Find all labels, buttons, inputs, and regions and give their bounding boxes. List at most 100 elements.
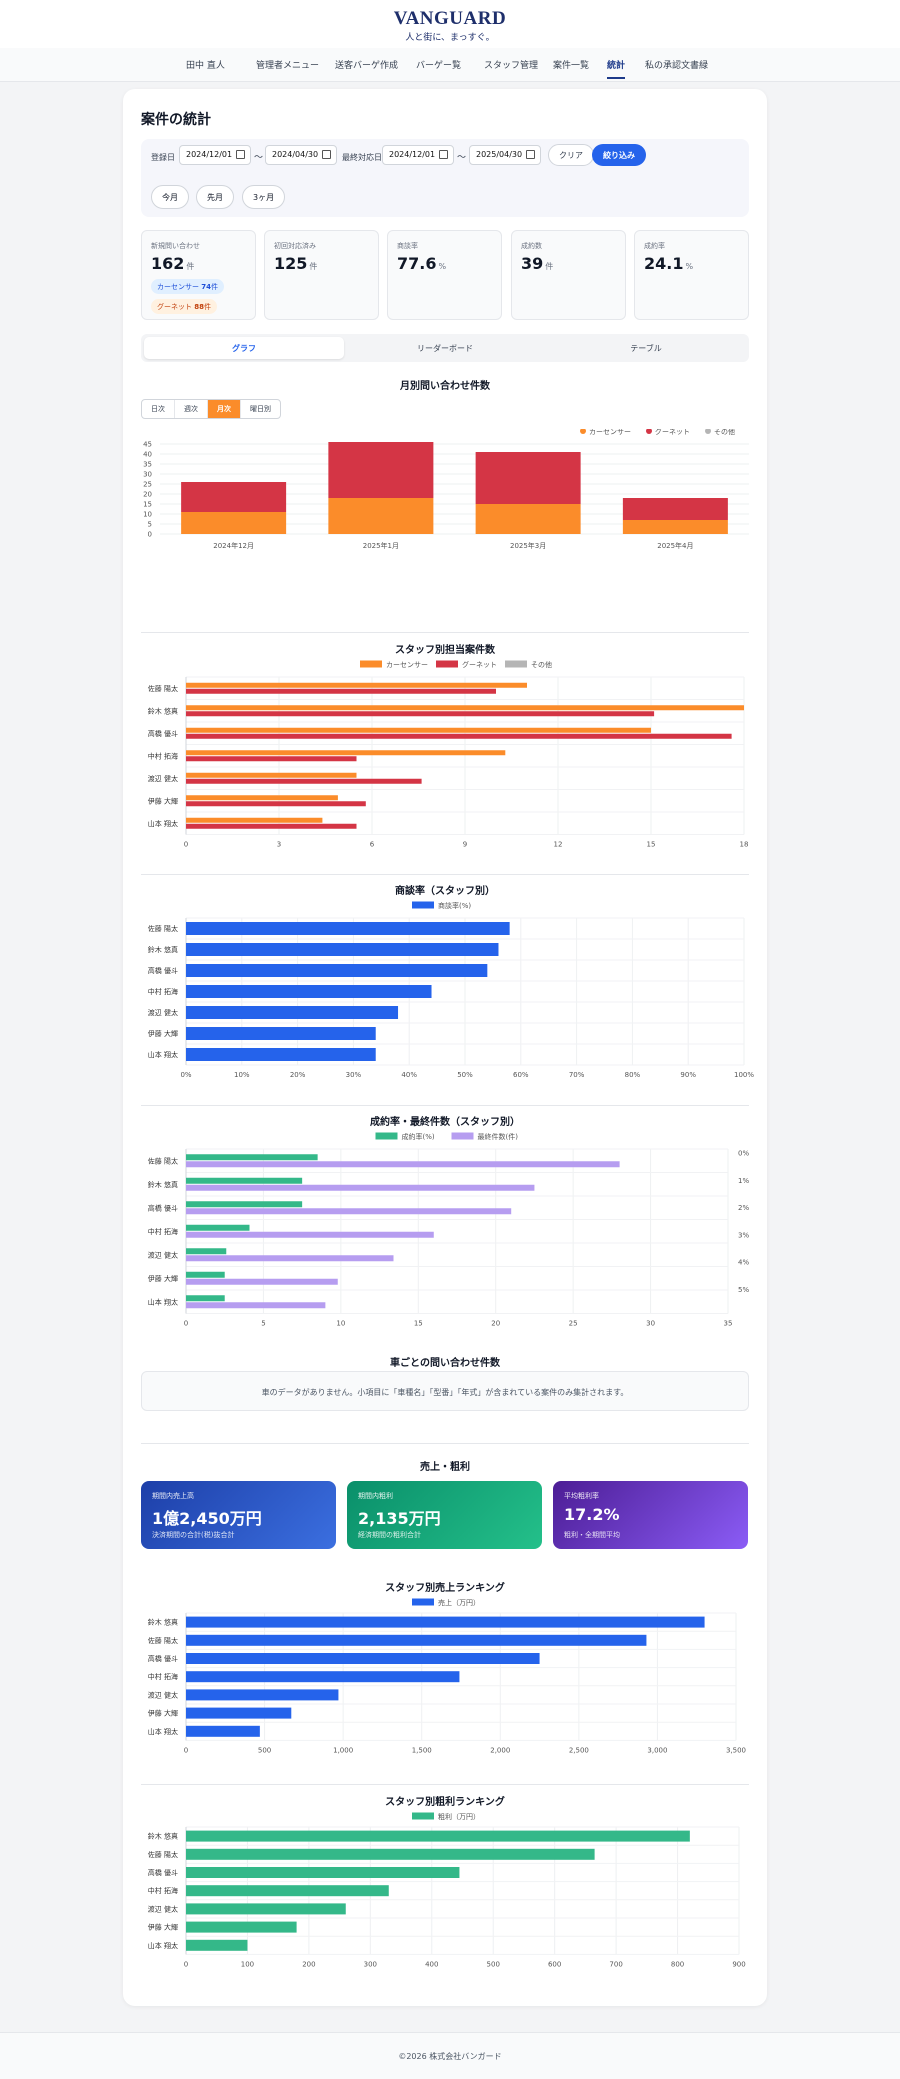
kpi-unit: 件 xyxy=(545,262,554,271)
nav-item-staff[interactable]: スタッフ管理 xyxy=(484,61,539,71)
nav-item-cases[interactable]: 案件一覧 xyxy=(553,61,590,71)
source-badge-goonet: グーネット 88件 xyxy=(151,299,217,314)
nav-item-stats[interactable]: 統計 xyxy=(607,58,626,79)
brand-name: VANGUARD xyxy=(393,8,507,29)
y-tick-label: 中村 拓海 xyxy=(148,987,178,996)
bar xyxy=(186,1903,346,1915)
monthly-inquiries-chart: カーセンサー グーネット その他 0 5 10 15 20 25 30 35 40 45 2024年12月… xyxy=(143,429,749,550)
period-weekday-button[interactable]: 曜日別 xyxy=(250,405,271,413)
kpi-label: 商談率 xyxy=(397,242,418,250)
quick-3-months-button[interactable]: 3ヶ月 xyxy=(242,185,286,209)
y-tick-label: 高橋 優斗 xyxy=(148,729,178,738)
bar xyxy=(186,1830,690,1842)
bar xyxy=(186,964,488,977)
divider xyxy=(141,1105,749,1106)
apply-filter-button[interactable]: 絞り込み xyxy=(592,144,646,166)
x-tick-label: 700 xyxy=(609,1960,622,1968)
legend-swatch xyxy=(580,429,586,434)
kpi-value: 39 件 xyxy=(521,254,553,273)
source-badge-carsensor: カーセンサー 74件 xyxy=(151,279,224,294)
y-tick-label: 30 xyxy=(143,471,152,479)
x-tick-label: 60% xyxy=(513,1071,529,1079)
last-date-from-value: 2024/12/01 xyxy=(389,150,436,159)
bar xyxy=(186,733,732,739)
bar xyxy=(186,1725,260,1737)
bar xyxy=(186,1867,460,1878)
x-tick-label: 900 xyxy=(732,1960,745,1968)
y-tick-label: 佐藤 陽太 xyxy=(148,924,178,933)
tab-leaderboard[interactable]: リーダーボード xyxy=(417,344,473,353)
car-chart-title: 車ごとの問い合わせ件数 xyxy=(390,1358,500,1369)
last-date-to[interactable]: 2025/04/30 xyxy=(469,145,541,165)
calendar-icon xyxy=(322,150,331,159)
bar xyxy=(181,512,287,534)
legend-swatch xyxy=(646,429,652,434)
x-tick-label: 500 xyxy=(487,1960,500,1968)
bar xyxy=(186,1224,250,1231)
staff-cases-chart-title: スタッフ別担当案件数 xyxy=(395,645,495,656)
reg-date-to[interactable]: 2024/04/30 xyxy=(265,145,337,165)
period-weekly-button[interactable]: 週次 xyxy=(175,400,208,418)
bar xyxy=(186,1616,705,1628)
legend-label: カーセンサー xyxy=(589,429,631,436)
x-tick-label: 12 xyxy=(554,841,563,849)
view-tabs: グラフ リーダーボード テーブル xyxy=(141,334,749,362)
bar xyxy=(186,1255,394,1262)
kpi-new-inquiries: 新規問い合わせ 162 件 カーセンサー 74件 グーネット 88件 xyxy=(141,230,256,320)
nav-item-admin[interactable]: 管理者メニュー xyxy=(256,61,320,71)
y-tick-label: 山本 翔太 xyxy=(148,1297,178,1306)
y-tick-label: 中村 拓海 xyxy=(148,1672,178,1681)
legend-label: グーネット xyxy=(462,660,497,669)
x-tick-label: 0 xyxy=(184,1320,188,1328)
x-tick-label: 9 xyxy=(463,841,467,849)
bar xyxy=(186,801,366,807)
bar xyxy=(475,504,581,534)
period-daily-button[interactable]: 日次 xyxy=(142,400,175,418)
bar xyxy=(186,1689,339,1701)
x-tick-label: 35 xyxy=(724,1320,733,1328)
nav-item-list[interactable]: バーゲー覧 xyxy=(416,61,462,71)
kpi-label: 成約率 xyxy=(644,242,665,250)
nav-item-approvals[interactable]: 私の承認文書緑 xyxy=(645,61,709,71)
quick-last-month-button[interactable]: 先月 xyxy=(196,185,234,209)
x-tick-label: 100% xyxy=(734,1071,754,1079)
bar xyxy=(186,823,357,829)
tab-graph[interactable]: グラフ xyxy=(144,337,344,359)
x-tick-label: 80% xyxy=(625,1071,641,1079)
y2-tick-label: 2% xyxy=(738,1204,749,1212)
quick-this-month-button[interactable]: 今月 xyxy=(151,185,189,209)
bar xyxy=(328,498,434,534)
tab-table[interactable]: テーブル xyxy=(630,344,662,353)
finance-sub: 経済期間の粗利合計 xyxy=(358,1531,421,1539)
y-tick-label: 佐藤 陽太 xyxy=(148,1850,178,1859)
y-tick-label: 20 xyxy=(143,491,152,499)
bar xyxy=(186,1231,434,1238)
bar xyxy=(186,711,655,717)
y-tick-label: 伊藤 大輝 xyxy=(148,1923,178,1932)
y2-tick-label: 0% xyxy=(738,1150,749,1158)
reg-date-from[interactable]: 2024/12/01 xyxy=(179,145,251,165)
nav-user-name[interactable]: 田中 直人 xyxy=(186,61,225,71)
bar xyxy=(186,1278,338,1285)
legend-label: 商談率(%) xyxy=(438,901,471,910)
clear-button[interactable]: クリア xyxy=(548,144,594,166)
y-tick-label: 5 xyxy=(148,521,152,529)
kpi-negotiation-rate: 商談率 77.6% xyxy=(387,230,502,320)
x-tick-label: 30% xyxy=(346,1071,362,1079)
brand-logo[interactable]: VANGUARD 人と街に、まっすぐ。 xyxy=(0,8,900,43)
period-monthly-button[interactable]: 月次 xyxy=(208,400,241,418)
last-date-to-value: 2025/04/30 xyxy=(476,150,523,159)
last-date-from[interactable]: 2024/12/01 xyxy=(382,145,454,165)
legend-label: 売上（万円） xyxy=(438,1598,480,1607)
kpi-contract-rate: 成約率 24.1% xyxy=(634,230,749,320)
bar xyxy=(186,943,499,956)
nav-item-create[interactable]: 送客バーゲ作成 xyxy=(335,61,399,71)
kpi-number: 162 xyxy=(151,254,185,273)
kpi-unit: 件 xyxy=(309,262,318,271)
y-tick-label: 鈴木 悠真 xyxy=(148,706,178,715)
badge-value: 74 xyxy=(201,283,211,291)
x-tick-label: 3 xyxy=(277,841,281,849)
finance-sub: 粗利・全期間平均 xyxy=(564,1531,620,1539)
